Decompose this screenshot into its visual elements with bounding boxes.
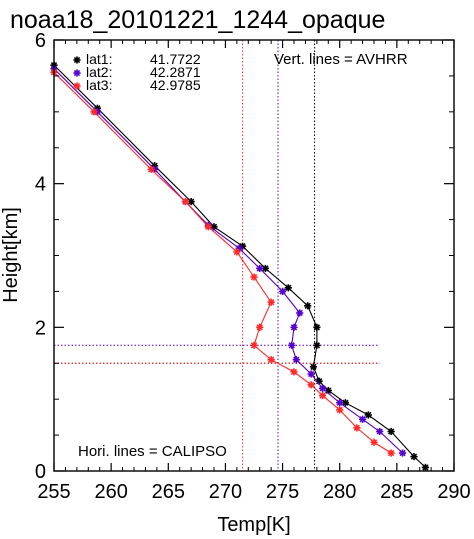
x-axis-label: Temp[K] xyxy=(217,514,290,536)
legend: lat1: 41.7722 lat2: 42.2871 lat3: 42.9785 xyxy=(73,51,201,93)
x-tick-label: 275 xyxy=(266,481,299,503)
x-tick-label: 260 xyxy=(94,481,127,503)
point-lat2-8 xyxy=(296,309,304,317)
series-line-lat3 xyxy=(53,71,392,454)
point-lat1-17 xyxy=(410,453,418,461)
legend-value-lat2: 42.2871 xyxy=(150,64,201,80)
point-lat2-10 xyxy=(288,341,296,349)
x-tick-label: 255 xyxy=(37,481,70,503)
x-tick-label: 290 xyxy=(437,481,470,503)
point-lat1-8 xyxy=(304,302,312,310)
point-lat3-13 xyxy=(318,391,327,400)
point-lat3-14 xyxy=(336,406,344,414)
point-lat1-7 xyxy=(284,284,292,292)
point-lat3-8 xyxy=(256,323,264,331)
point-lat2-12 xyxy=(307,370,315,378)
y-axis-label: Height[km] xyxy=(0,207,22,303)
point-lat2-14 xyxy=(336,399,344,407)
x-tick-label: 285 xyxy=(380,481,413,503)
point-lat2-13 xyxy=(318,384,327,392)
plot-area xyxy=(50,40,430,472)
plot-frame xyxy=(53,39,455,472)
y-tick-label: 6 xyxy=(35,30,46,52)
point-lat2-17 xyxy=(398,449,407,457)
point-lat3-15 xyxy=(353,424,361,432)
point-lat3-9 xyxy=(250,341,258,349)
y-tick-label: 2 xyxy=(35,317,46,339)
legend-label-lat3: lat3: xyxy=(86,77,112,93)
legend-label-lat1: lat1: xyxy=(86,51,112,67)
legend-value-lat1: 41.7722 xyxy=(150,51,201,67)
point-lat3-12 xyxy=(307,381,315,389)
legend-value-lat3: 42.9785 xyxy=(150,77,201,93)
annotation-calipso: Hori. lines = CALIPSO xyxy=(78,443,227,460)
legend-label-lat2: lat2: xyxy=(86,64,112,80)
legend-marker-lat1 xyxy=(73,56,81,64)
point-lat2-6 xyxy=(256,264,264,273)
x-tick-label: 265 xyxy=(152,481,185,503)
point-lat3-16 xyxy=(370,438,378,446)
point-lat3-7 xyxy=(267,298,275,306)
chart-title: noaa18_20101221_1244_opaque xyxy=(10,6,385,34)
point-lat2-11 xyxy=(292,356,300,364)
point-lat3-11 xyxy=(290,368,298,376)
annotation-avhrr: Vert. lines = AVHRR xyxy=(274,51,408,68)
point-lat1-10 xyxy=(313,341,321,349)
point-lat3-10 xyxy=(267,356,275,364)
y-tick-label: 0 xyxy=(35,461,46,483)
point-lat1-18 xyxy=(421,463,430,472)
point-lat1-11 xyxy=(309,363,318,371)
point-lat1-15 xyxy=(364,411,372,419)
point-lat3-2 xyxy=(147,165,155,173)
legend-marker-lat3 xyxy=(73,82,81,90)
y-tick-label: 4 xyxy=(35,174,46,196)
point-lat3-1 xyxy=(90,108,98,116)
series-line-lat1 xyxy=(53,64,426,468)
series-line-lat2 xyxy=(53,68,403,454)
point-lat1-16 xyxy=(387,427,395,436)
legend-marker-lat2 xyxy=(73,69,81,77)
point-lat3-4 xyxy=(204,223,212,231)
x-tick-label: 270 xyxy=(209,481,242,503)
point-lat2-7 xyxy=(278,287,287,296)
point-lat3-5 xyxy=(233,248,241,256)
x-tick-label: 280 xyxy=(323,481,356,503)
point-lat3-6 xyxy=(250,273,258,281)
point-lat3-3 xyxy=(181,198,190,206)
point-lat1-9 xyxy=(313,323,321,331)
point-lat2-15 xyxy=(358,415,367,423)
point-lat3-17 xyxy=(387,449,395,457)
axes: 255 260 265 270 275 280 285 290 0 2 4 6 xyxy=(35,30,471,503)
point-lat2-9 xyxy=(290,323,298,331)
point-lat2-16 xyxy=(376,427,384,436)
